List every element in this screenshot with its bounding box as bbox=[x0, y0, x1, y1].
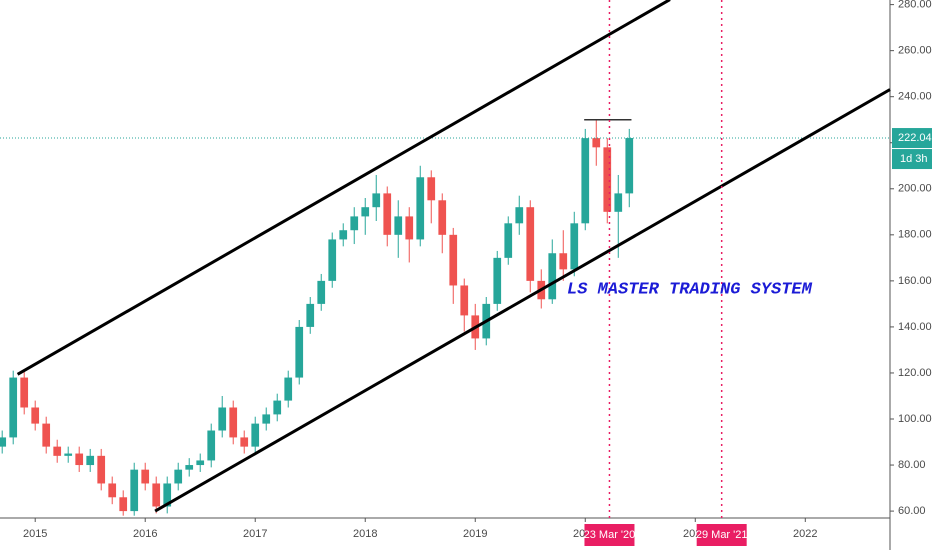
trendline bbox=[154, 88, 891, 513]
candle-body bbox=[31, 407, 40, 424]
last-price-label: 222.04 bbox=[898, 132, 932, 144]
candle-body bbox=[295, 326, 304, 378]
y-tick-label: 100.00 bbox=[898, 413, 932, 425]
x-tick-label: 2015 bbox=[23, 528, 47, 540]
candle-body bbox=[119, 497, 128, 512]
candle-body bbox=[493, 257, 502, 304]
candle-body bbox=[350, 216, 359, 231]
candle-body bbox=[0, 437, 7, 447]
candle-body bbox=[416, 177, 425, 240]
candle-body bbox=[196, 460, 205, 466]
marker-label-box bbox=[584, 524, 635, 546]
candle-body bbox=[614, 193, 623, 212]
candle-body bbox=[64, 453, 73, 456]
y-tick-label: 140.00 bbox=[898, 321, 932, 333]
y-tick-label: 160.00 bbox=[898, 275, 932, 287]
last-price-box bbox=[892, 128, 932, 149]
marker-label-box bbox=[696, 524, 747, 546]
candle-body bbox=[504, 223, 513, 258]
candle-body bbox=[427, 177, 436, 201]
candle-body bbox=[141, 469, 150, 484]
candle-body bbox=[625, 138, 634, 194]
candle-body bbox=[53, 446, 62, 456]
x-tick-label: 2022 bbox=[793, 528, 817, 540]
candle-body bbox=[262, 414, 271, 424]
y-tick-label: 80.00 bbox=[898, 459, 926, 471]
trendline bbox=[16, 0, 671, 376]
marker-label: 29 Mar '21 bbox=[696, 529, 748, 541]
candle-body bbox=[130, 469, 139, 512]
candle-body bbox=[207, 430, 216, 461]
y-tick-label: 260.00 bbox=[898, 45, 932, 57]
candle-body bbox=[20, 377, 29, 408]
x-tick-label: 2018 bbox=[353, 528, 377, 540]
y-tick-label: 180.00 bbox=[898, 229, 932, 241]
candle-body bbox=[592, 138, 601, 148]
x-tick-label: 2019 bbox=[463, 528, 487, 540]
candle-body bbox=[328, 239, 337, 281]
candle-body bbox=[339, 230, 348, 240]
candle-body bbox=[548, 253, 557, 300]
candle-body bbox=[185, 465, 194, 470]
candle-body bbox=[460, 285, 469, 316]
candle-body bbox=[306, 303, 315, 327]
candle-body bbox=[240, 437, 249, 447]
candle-body bbox=[108, 483, 117, 498]
candle-body bbox=[75, 453, 84, 466]
countdown-label: 1d 3h bbox=[900, 153, 928, 165]
candle-body bbox=[9, 377, 18, 438]
candle-body bbox=[449, 234, 458, 286]
candle-body bbox=[438, 200, 447, 235]
x-tick-label: 2016 bbox=[133, 528, 157, 540]
candle-body bbox=[581, 138, 590, 224]
candle-body bbox=[526, 207, 535, 281]
candle-body bbox=[174, 469, 183, 484]
y-tick-label: 60.00 bbox=[898, 505, 926, 517]
candle-body bbox=[86, 455, 95, 466]
candle-body bbox=[570, 223, 579, 270]
candle-body bbox=[218, 407, 227, 431]
candle-body bbox=[405, 216, 414, 240]
candle-body bbox=[284, 377, 293, 401]
candle-body bbox=[603, 147, 612, 212]
marker-label: 23 Mar '20 bbox=[584, 529, 636, 541]
candle-body bbox=[559, 253, 568, 270]
candle-body bbox=[229, 407, 238, 438]
candle-body bbox=[372, 193, 381, 208]
plot-area bbox=[0, 119, 634, 516]
candle-body bbox=[152, 483, 161, 507]
y-tick-label: 120.00 bbox=[898, 367, 932, 379]
candle-body bbox=[317, 280, 326, 304]
candle-body bbox=[383, 193, 392, 235]
candle-body bbox=[361, 207, 370, 217]
x-tick-label: 2017 bbox=[243, 528, 267, 540]
y-tick-label: 200.00 bbox=[898, 183, 932, 195]
y-tick-label: 280.00 bbox=[898, 0, 932, 11]
y-tick-label: 240.00 bbox=[898, 91, 932, 103]
candle-body bbox=[251, 423, 260, 447]
candle-body bbox=[163, 483, 172, 507]
candle-body bbox=[515, 207, 524, 224]
candle-body bbox=[394, 216, 403, 235]
countdown-box bbox=[892, 149, 932, 170]
candle-body bbox=[97, 455, 106, 484]
candle-body bbox=[42, 423, 51, 447]
candle-body bbox=[273, 400, 282, 415]
annotation: LS MASTER TRADING SYSTEM bbox=[567, 280, 813, 299]
